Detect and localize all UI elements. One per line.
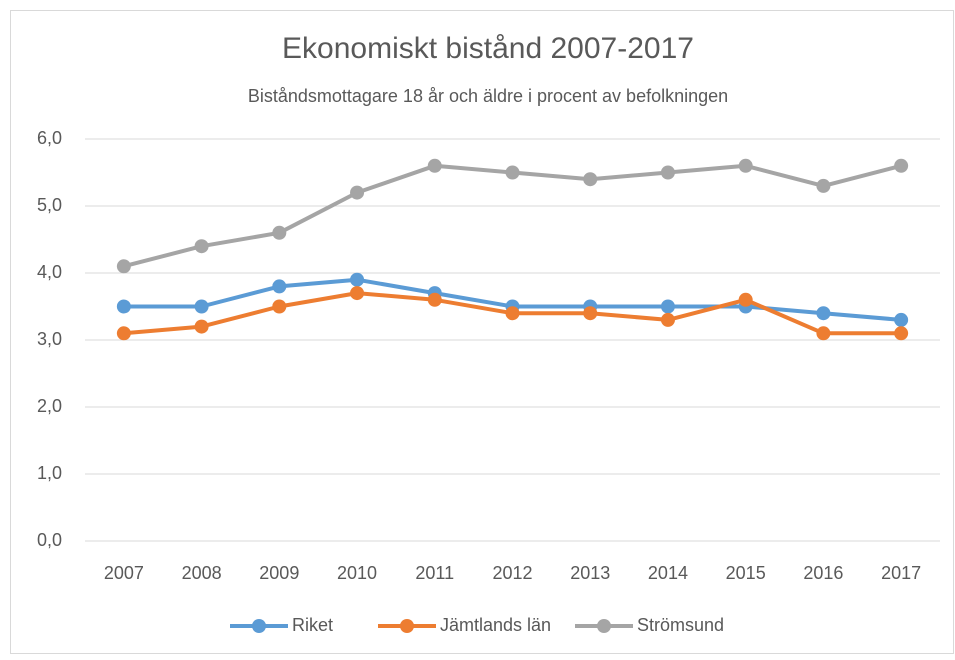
data-point xyxy=(350,286,365,301)
legend-label: Strömsund xyxy=(637,615,724,635)
data-point xyxy=(272,279,287,294)
chart-border xyxy=(10,10,954,654)
y-tick-label: 4,0 xyxy=(37,262,62,282)
data-point xyxy=(272,299,287,314)
data-point xyxy=(583,306,598,321)
data-point xyxy=(660,165,675,180)
data-point xyxy=(272,225,287,240)
legend-label: Jämtlands län xyxy=(440,615,551,635)
x-tick-label: 2013 xyxy=(570,563,610,583)
data-point xyxy=(194,319,209,334)
x-tick-label: 2011 xyxy=(415,563,454,583)
x-tick-label: 2009 xyxy=(259,563,299,583)
y-tick-label: 3,0 xyxy=(37,329,62,349)
data-point xyxy=(894,158,909,173)
data-point xyxy=(738,292,753,307)
data-point xyxy=(505,306,520,321)
data-point xyxy=(894,312,909,327)
data-point xyxy=(427,158,442,173)
data-point xyxy=(738,158,753,173)
data-point xyxy=(583,172,598,187)
legend-marker xyxy=(597,619,611,633)
data-point xyxy=(505,165,520,180)
y-tick-label: 2,0 xyxy=(37,396,62,416)
legend-marker xyxy=(400,619,414,633)
y-tick-label: 5,0 xyxy=(37,195,62,215)
x-tick-label: 2007 xyxy=(104,563,144,583)
y-tick-label: 0,0 xyxy=(37,530,62,550)
data-point xyxy=(816,326,831,341)
x-tick-label: 2008 xyxy=(182,563,222,583)
data-point xyxy=(660,312,675,327)
data-point xyxy=(350,272,365,287)
x-tick-label: 2015 xyxy=(726,563,766,583)
x-tick-label: 2010 xyxy=(337,563,377,583)
data-point xyxy=(894,326,909,341)
data-point xyxy=(116,326,131,341)
y-tick-label: 6,0 xyxy=(37,128,62,148)
x-tick-label: 2012 xyxy=(492,563,532,583)
data-point xyxy=(427,292,442,307)
data-point xyxy=(660,299,675,314)
legend-marker xyxy=(252,619,266,633)
data-point xyxy=(116,299,131,314)
x-tick-label: 2014 xyxy=(648,563,688,583)
chart-title: Ekonomiskt bistånd 2007-2017 xyxy=(282,32,694,65)
chart-subtitle: Biståndsmottagare 18 år och äldre i proc… xyxy=(248,86,728,106)
data-point xyxy=(350,185,365,200)
legend-label: Riket xyxy=(292,615,333,635)
x-tick-label: 2016 xyxy=(803,563,843,583)
data-point xyxy=(116,259,131,274)
data-point xyxy=(816,306,831,321)
data-point xyxy=(194,239,209,254)
data-point xyxy=(194,299,209,314)
y-tick-label: 1,0 xyxy=(37,463,62,483)
x-tick-label: 2017 xyxy=(881,563,921,583)
data-point xyxy=(816,178,831,193)
